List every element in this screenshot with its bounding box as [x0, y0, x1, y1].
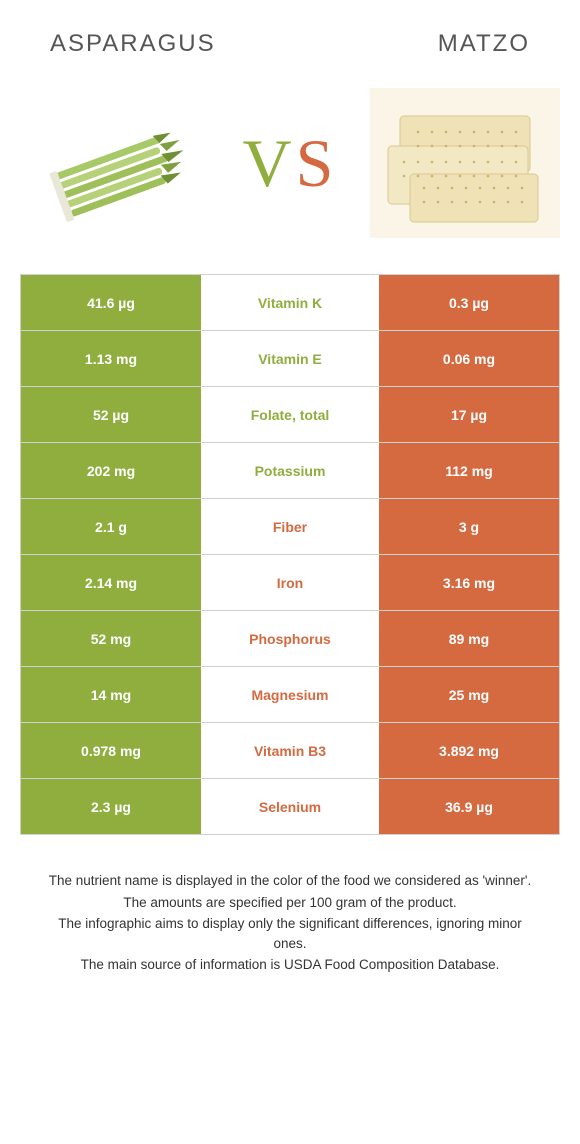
right-value-cell: 36.9 µg — [379, 779, 559, 834]
nutrient-label-cell: Folate, total — [201, 387, 379, 442]
nutrient-label-cell: Iron — [201, 555, 379, 610]
images-row: VS — [20, 78, 560, 268]
table-row: 2.14 mgIron3.16 mg — [21, 555, 559, 611]
footer-line-2: The amounts are specified per 100 gram o… — [44, 893, 536, 913]
footer-line-4: The main source of information is USDA F… — [44, 955, 536, 975]
nutrient-table: 41.6 µgVitamin K0.3 µg1.13 mgVitamin E0.… — [20, 274, 560, 835]
table-row: 1.13 mgVitamin E0.06 mg — [21, 331, 559, 387]
table-row: 14 mgMagnesium25 mg — [21, 667, 559, 723]
left-value-cell: 0.978 mg — [21, 723, 201, 778]
asparagus-image — [20, 88, 210, 238]
right-value-cell: 112 mg — [379, 443, 559, 498]
nutrient-label-cell: Selenium — [201, 779, 379, 834]
left-value-cell: 202 mg — [21, 443, 201, 498]
left-value-cell: 1.13 mg — [21, 331, 201, 386]
right-value-cell: 25 mg — [379, 667, 559, 722]
nutrient-label-cell: Vitamin K — [201, 275, 379, 330]
nutrient-label-cell: Vitamin E — [201, 331, 379, 386]
right-food-title: Matzo — [438, 30, 530, 58]
nutrient-label-cell: Fiber — [201, 499, 379, 554]
right-value-cell: 17 µg — [379, 387, 559, 442]
header-row: Asparagus Matzo — [20, 20, 560, 78]
left-value-cell: 52 mg — [21, 611, 201, 666]
vs-s: S — [296, 124, 338, 203]
table-row: 2.1 gFiber3 g — [21, 499, 559, 555]
left-value-cell: 52 µg — [21, 387, 201, 442]
vs-v: V — [243, 124, 296, 203]
right-value-cell: 3 g — [379, 499, 559, 554]
left-value-cell: 41.6 µg — [21, 275, 201, 330]
right-value-cell: 3.16 mg — [379, 555, 559, 610]
matzo-image — [370, 88, 560, 238]
table-row: 2.3 µgSelenium36.9 µg — [21, 779, 559, 835]
right-value-cell: 3.892 mg — [379, 723, 559, 778]
nutrient-label-cell: Magnesium — [201, 667, 379, 722]
left-food-title: Asparagus — [50, 30, 216, 58]
right-value-cell: 0.06 mg — [379, 331, 559, 386]
vs-label: VS — [243, 124, 338, 203]
left-value-cell: 2.3 µg — [21, 779, 201, 834]
footer-line-1: The nutrient name is displayed in the co… — [44, 871, 536, 891]
footer-text: The nutrient name is displayed in the co… — [20, 835, 560, 975]
table-row: 202 mgPotassium112 mg — [21, 443, 559, 499]
nutrient-label-cell: Vitamin B3 — [201, 723, 379, 778]
nutrient-label-cell: Potassium — [201, 443, 379, 498]
table-row: 52 µgFolate, total17 µg — [21, 387, 559, 443]
table-row: 52 mgPhosphorus89 mg — [21, 611, 559, 667]
nutrient-label-cell: Phosphorus — [201, 611, 379, 666]
footer-line-3: The infographic aims to display only the… — [44, 914, 536, 953]
left-value-cell: 14 mg — [21, 667, 201, 722]
left-value-cell: 2.1 g — [21, 499, 201, 554]
right-value-cell: 0.3 µg — [379, 275, 559, 330]
table-row: 0.978 mgVitamin B33.892 mg — [21, 723, 559, 779]
right-value-cell: 89 mg — [379, 611, 559, 666]
left-value-cell: 2.14 mg — [21, 555, 201, 610]
table-row: 41.6 µgVitamin K0.3 µg — [21, 275, 559, 331]
